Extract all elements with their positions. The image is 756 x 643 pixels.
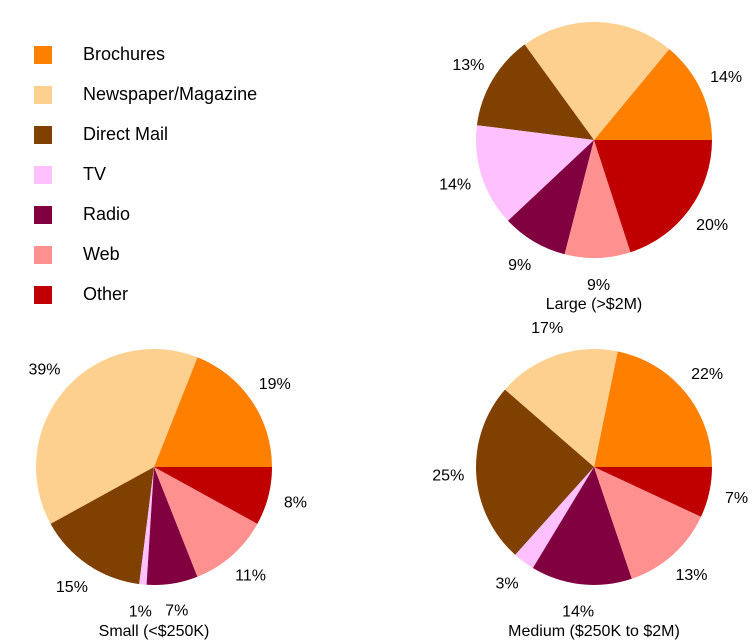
pie-slice [50,467,154,585]
legend-label: TV [83,164,106,184]
pie-slice [154,467,258,577]
legend-swatch [34,126,52,144]
legend-label: Newspaper/Magazine [83,84,257,104]
slice-label: 13% [675,567,707,584]
pie-slice [476,389,594,555]
slice-label: 14% [710,69,742,86]
slice-label: 21% [583,0,615,2]
slice-label: 9% [508,257,531,274]
legend-swatch [34,86,52,104]
pie-slice [154,467,272,524]
legend-label: Radio [83,204,130,224]
pie-slice [594,467,701,579]
legend-swatch [34,166,52,184]
pie-slice [476,125,594,221]
slice-label: 3% [496,576,519,593]
legend-swatch [34,46,52,64]
slice-label: 7% [725,490,748,507]
legend-label: Web [83,244,120,264]
pie-slice [594,49,712,140]
pie-slice [594,351,712,467]
slice-label: 39% [28,362,60,379]
pie-title: Small (<$250K) [99,623,210,640]
pie-slice [515,467,594,568]
slice-label: 22% [691,366,723,383]
legend-swatch [34,286,52,304]
pie-slice [532,467,632,585]
pie-slice [504,349,618,467]
slice-label: 17% [531,320,563,337]
pie-slice [524,22,670,140]
slice-label: 14% [439,176,471,193]
pie-title: Medium ($250K to $2M) [508,623,680,640]
pie-slice [36,349,198,524]
slice-label: 11% [235,568,266,585]
slice-label: 1% [129,604,152,621]
pie-slice [594,467,712,517]
legend-swatch [34,246,52,264]
pie-slice [507,140,594,255]
pie-slice [146,467,198,585]
pie-slice [564,140,631,258]
slice-label: 25% [432,467,464,484]
legend-label: Other [83,284,128,304]
slice-label: 20% [696,217,728,234]
pie-slice [139,467,154,585]
pie-slice [476,44,594,140]
legend-label: Direct Mail [83,124,168,144]
slice-label: 13% [452,57,484,74]
slice-label: 8% [284,495,307,512]
slice-label: 15% [56,579,88,596]
pie-slice [594,140,712,253]
slice-label: 19% [259,376,291,393]
slice-label: 14% [562,603,594,620]
pie-slice [154,357,272,467]
legend-swatch [34,206,52,224]
pie-title: Large (>$2M) [546,296,643,313]
slice-label: 7% [165,602,188,619]
slice-label: 9% [587,277,610,294]
legend-label: Brochures [83,44,165,64]
